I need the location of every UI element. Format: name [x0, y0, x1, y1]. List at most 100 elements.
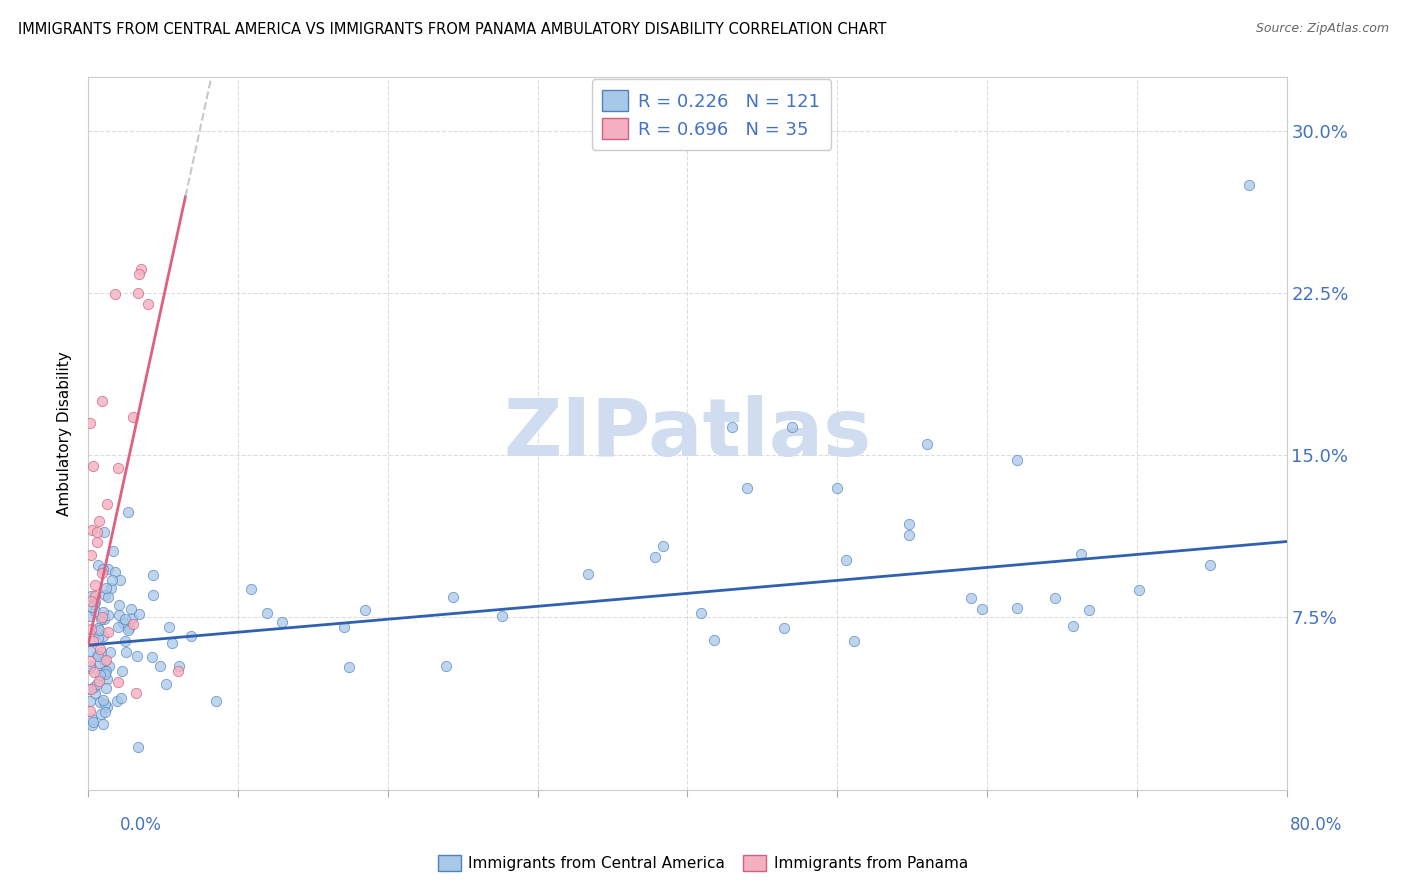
Point: [98, 659, 121, 673]
Point: [141, 650, 163, 665]
Point: [333, 620, 356, 634]
Point: [87, 631, 110, 645]
Point: [128, 607, 150, 621]
Point: [79, 644, 101, 658]
Point: [80, 681, 103, 696]
Point: [94, 666, 117, 681]
Point: [79, 661, 101, 675]
Point: [91, 394, 114, 409]
Point: [93, 665, 115, 679]
Point: [86, 525, 108, 540]
Point: [82, 714, 104, 729]
Point: [82, 634, 104, 648]
Point: [128, 267, 150, 281]
Point: [1128, 583, 1150, 598]
Point: [104, 565, 127, 579]
Point: [337, 660, 360, 674]
Point: [86, 625, 108, 640]
Point: [91, 605, 114, 619]
Point: [94, 705, 117, 719]
Point: [114, 612, 136, 626]
Point: [136, 297, 159, 311]
Text: 0.0%: 0.0%: [120, 816, 162, 834]
Point: [93, 654, 115, 668]
Point: [180, 629, 202, 643]
Point: [89, 656, 111, 670]
Point: [80, 548, 103, 562]
Point: [108, 599, 131, 613]
Point: [576, 566, 599, 581]
Point: [125, 686, 148, 700]
Point: [721, 420, 744, 434]
Point: [80, 523, 103, 537]
Point: [83, 594, 105, 608]
Point: [87, 623, 110, 637]
Point: [91, 717, 114, 731]
Point: [441, 590, 464, 604]
Point: [644, 549, 666, 564]
Point: [127, 286, 149, 301]
Point: [91, 692, 114, 706]
Point: [79, 659, 101, 673]
Point: [82, 599, 104, 614]
Point: [90, 645, 112, 659]
Point: [80, 593, 103, 607]
Point: [84, 578, 107, 592]
Point: [121, 409, 143, 424]
Point: [93, 525, 115, 540]
Point: [1070, 547, 1092, 561]
Point: [127, 739, 149, 754]
Point: [1198, 558, 1220, 572]
Point: [142, 568, 165, 582]
Point: [960, 591, 983, 605]
Point: [167, 658, 190, 673]
Point: [651, 539, 673, 553]
Point: [703, 633, 725, 648]
Point: [90, 566, 112, 580]
Point: [90, 612, 112, 626]
Point: [94, 664, 117, 678]
Point: [80, 718, 103, 732]
Point: [107, 674, 129, 689]
Point: [89, 642, 111, 657]
Point: [83, 597, 105, 611]
Text: ZIPatlas: ZIPatlas: [503, 394, 872, 473]
Point: [96, 497, 118, 511]
Point: [89, 695, 111, 709]
Point: [98, 645, 121, 659]
Point: [84, 686, 107, 700]
Point: [79, 608, 101, 623]
Point: [157, 620, 180, 634]
Point: [79, 654, 101, 668]
Point: [93, 612, 115, 626]
Point: [86, 535, 108, 549]
Point: [100, 581, 122, 595]
Point: [80, 712, 103, 726]
Point: [97, 562, 120, 576]
Point: [689, 607, 711, 621]
Point: [87, 648, 110, 663]
Point: [117, 623, 139, 637]
Point: [101, 544, 124, 558]
Point: [94, 653, 117, 667]
Point: [93, 697, 115, 711]
Point: [97, 625, 120, 640]
Point: [780, 420, 803, 434]
Point: [101, 574, 124, 588]
Point: [155, 677, 177, 691]
Point: [256, 607, 278, 621]
Point: [491, 609, 513, 624]
Point: [844, 633, 866, 648]
Point: [83, 680, 105, 694]
Point: [1005, 600, 1028, 615]
Point: [86, 648, 108, 662]
Point: [204, 694, 226, 708]
Point: [80, 590, 103, 604]
Point: [121, 611, 143, 625]
Point: [149, 659, 172, 673]
Point: [107, 620, 129, 634]
Point: [87, 514, 110, 528]
Point: [1078, 603, 1101, 617]
Point: [127, 648, 149, 663]
Point: [79, 682, 101, 697]
